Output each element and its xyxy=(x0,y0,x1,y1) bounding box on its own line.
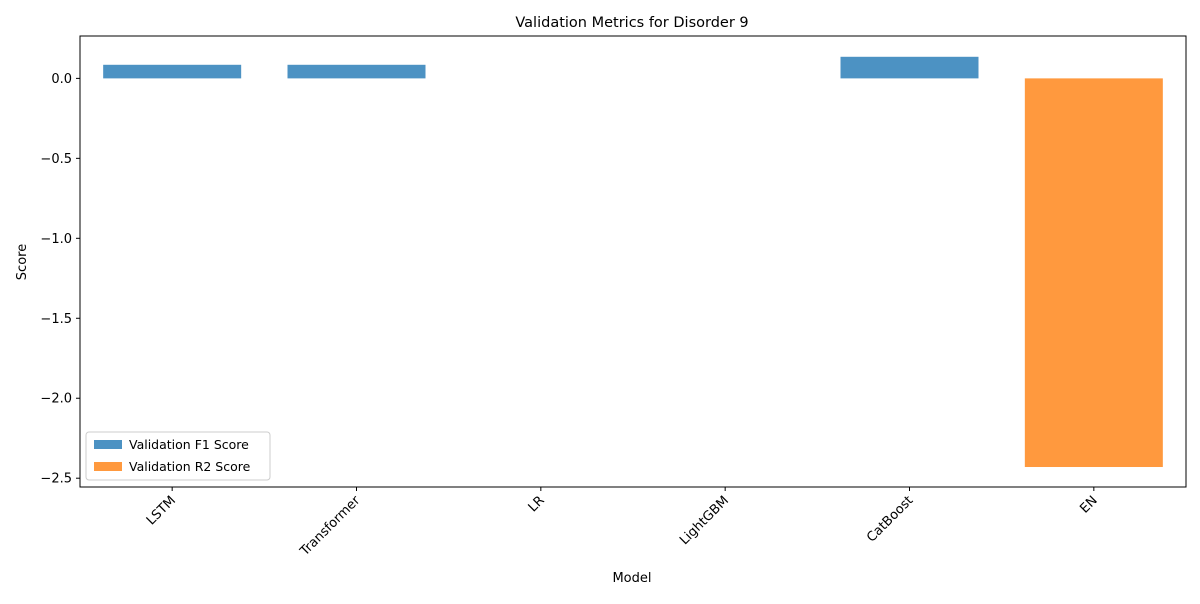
legend-box xyxy=(85,431,271,481)
x-axis-label: Model xyxy=(612,571,651,586)
bar-lstm-series-1 xyxy=(103,64,242,79)
legend: Validation F1 Score Validation R2 Score xyxy=(85,431,271,481)
y-tick-label: −2.0 xyxy=(40,392,72,407)
legend-label-series-2: Validation R2 Score xyxy=(129,459,251,474)
legend-label-series-1: Validation F1 Score xyxy=(129,437,249,452)
y-tick-label: −2.5 xyxy=(40,472,72,487)
chart-title: Validation Metrics for Disorder 9 xyxy=(515,15,748,31)
y-tick-label: −0.5 xyxy=(40,152,72,167)
y-tick-label: 0.0 xyxy=(51,72,72,87)
axes-layer: 0.0 −0.5 −1.0 −1.5 −2.0 −2.5 LSTM Transformer LR… xyxy=(40,35,1187,560)
y-tick-label: −1.0 xyxy=(40,232,72,247)
bar-catboost-series-1 xyxy=(840,56,979,79)
legend-swatch-series-1 xyxy=(94,440,122,449)
legend-swatch-series-2 xyxy=(94,462,122,471)
x-tick-label-lr: LR xyxy=(526,493,548,515)
axes-frame xyxy=(79,35,1187,488)
bar-en-series-2 xyxy=(1024,78,1163,468)
y-axis-label: Score xyxy=(15,244,30,280)
x-tick-label-lstm: LSTM xyxy=(144,493,179,528)
bars-layer xyxy=(103,56,1163,468)
bar-transformer-series-1 xyxy=(287,64,426,79)
x-tick-label-catboost: CatBoost xyxy=(864,493,916,545)
x-tick-label-transformer: Transformer xyxy=(297,493,364,560)
x-tick-label-lightgbm: LightGBM xyxy=(677,493,732,548)
y-tick-label: −1.5 xyxy=(40,312,72,327)
x-tick-label-en: EN xyxy=(1077,493,1100,516)
